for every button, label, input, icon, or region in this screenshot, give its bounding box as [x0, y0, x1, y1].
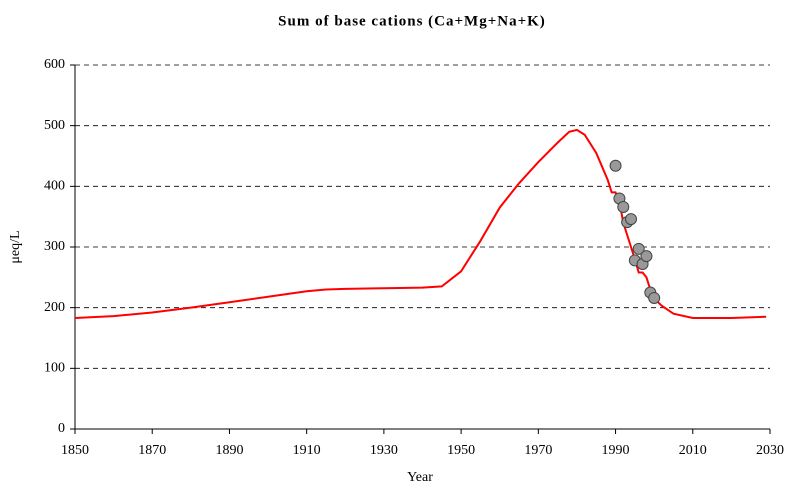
x-tick-label: 1930	[370, 443, 398, 458]
y-tick-label: 0	[58, 421, 65, 436]
x-tick-label: 1910	[293, 443, 321, 458]
x-tick-label: 1990	[602, 443, 630, 458]
x-tick-label: 1970	[524, 443, 552, 458]
x-tick-label: 1870	[138, 443, 166, 458]
data-point	[632, 242, 645, 255]
y-tick-label: 200	[44, 300, 65, 315]
x-tick-label: 1890	[215, 443, 243, 458]
x-tick-label: 1850	[61, 443, 89, 458]
y-tick-label: 300	[44, 239, 65, 254]
x-tick-label: 2010	[679, 443, 707, 458]
data-point	[648, 291, 661, 304]
y-tick-label: 600	[44, 57, 65, 72]
chart-title: Sum of base cations (Ca+Mg+Na+K)	[278, 13, 546, 29]
data-line	[74, 128, 767, 319]
x-tick-label: 2030	[756, 443, 784, 458]
data-point	[625, 213, 637, 226]
y-tick-label: 400	[44, 179, 65, 194]
data-point	[609, 159, 622, 172]
y-tick-label: 500	[44, 118, 65, 133]
x-axis-label: Year	[407, 470, 433, 485]
x-tick-label: 1950	[447, 443, 475, 458]
data-point	[640, 250, 653, 263]
data-point	[617, 200, 630, 213]
y-axis-label: μeq/L	[8, 230, 23, 263]
y-tick-label: 100	[44, 361, 65, 376]
